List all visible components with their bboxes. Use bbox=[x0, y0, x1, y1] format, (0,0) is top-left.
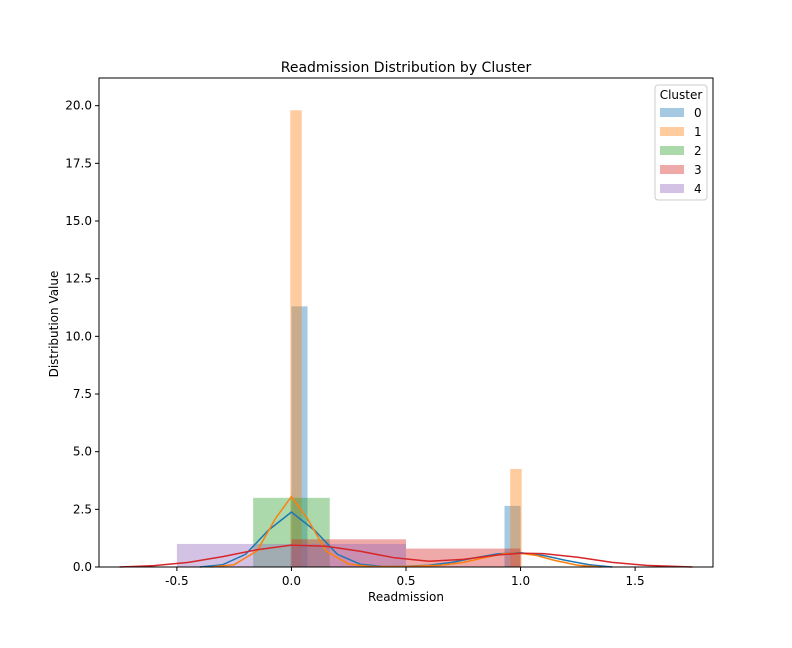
bar-cluster-4-0 bbox=[176, 543, 406, 567]
legend-swatch-1 bbox=[660, 127, 684, 136]
y-tick-label: 10.0 bbox=[65, 329, 92, 343]
y-tick-label: 0.0 bbox=[73, 560, 92, 574]
y-tick-label: 7.5 bbox=[73, 387, 92, 401]
legend-label-4: 4 bbox=[694, 182, 702, 196]
bar-cluster-0-1 bbox=[504, 505, 521, 567]
legend-box bbox=[654, 84, 708, 201]
x-tick-label: 1.5 bbox=[626, 574, 645, 588]
legend: Cluster 0 1 2 3 4 bbox=[654, 84, 708, 201]
y-tick-label: 2.5 bbox=[73, 502, 92, 516]
legend-swatch-4 bbox=[660, 184, 684, 193]
y-tick-label: 20.0 bbox=[65, 99, 92, 113]
y-axis-label: Distribution Value bbox=[47, 271, 61, 378]
legend-label-1: 1 bbox=[694, 125, 702, 139]
x-tick-label: 0.0 bbox=[282, 574, 301, 588]
bar-cluster-3-0 bbox=[291, 539, 406, 567]
legend-label-2: 2 bbox=[694, 144, 702, 158]
legend-title: Cluster bbox=[660, 88, 703, 102]
x-tick-label: 1.0 bbox=[511, 574, 530, 588]
x-tick-label: -0.5 bbox=[165, 574, 188, 588]
legend-swatch-3 bbox=[660, 165, 684, 174]
bar-cluster-1-0 bbox=[290, 110, 302, 567]
plot-frame bbox=[98, 77, 714, 568]
x-tick-label: 0.5 bbox=[396, 574, 415, 588]
legend-label-3: 3 bbox=[694, 163, 702, 177]
axes: -0.5 0.0 0.5 1.0 1.5 0.0 2.5 5.0 7.5 10.0 12.5 15.0… bbox=[65, 77, 714, 588]
y-tick-label: 15.0 bbox=[65, 214, 92, 228]
y-tick-label: 5.0 bbox=[73, 445, 92, 459]
y-tick-label: 17.5 bbox=[65, 156, 92, 170]
bar-cluster-1-1 bbox=[510, 468, 522, 567]
kde-line-cluster-3 bbox=[119, 544, 693, 568]
chart-title: Readmission Distribution by Cluster bbox=[281, 60, 532, 76]
bars-layer bbox=[176, 110, 522, 567]
legend-label-0: 0 bbox=[694, 106, 702, 120]
x-axis-label: Readmission bbox=[368, 590, 444, 604]
legend-swatch-0 bbox=[660, 108, 684, 117]
legend-swatch-2 bbox=[660, 146, 684, 155]
y-tick-label: 12.5 bbox=[65, 272, 92, 286]
bar-cluster-3-1 bbox=[406, 548, 521, 567]
